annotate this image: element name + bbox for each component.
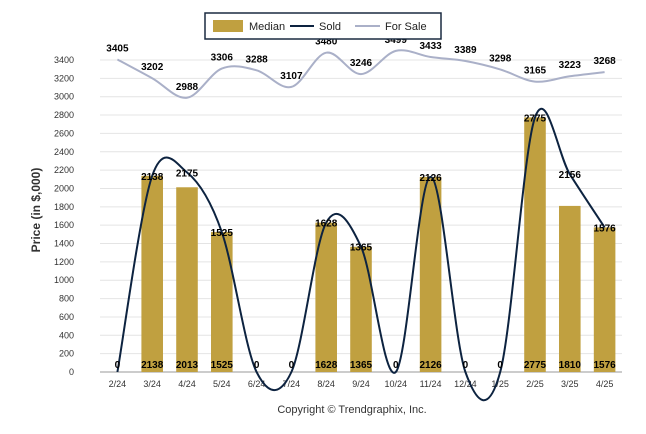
sold-value-label: 0 xyxy=(254,360,260,371)
y-tick-label: 200 xyxy=(59,349,74,359)
median-value-label: 2138 xyxy=(141,360,164,371)
sold-value-label: 0 xyxy=(463,360,469,371)
for-sale-value-label: 3165 xyxy=(524,66,547,77)
series-lines xyxy=(116,49,606,402)
y-tick-label: 2600 xyxy=(54,128,74,138)
median-value-label: 1810 xyxy=(559,360,582,371)
x-tick-label: 8/24 xyxy=(317,379,335,389)
x-tick-label: 2/24 xyxy=(109,379,127,389)
x-tick-label: 6/24 xyxy=(248,379,266,389)
for-sale-value-label: 3480 xyxy=(315,37,338,48)
median-value-label: 1576 xyxy=(593,360,616,371)
y-tick-label: 1400 xyxy=(54,239,74,249)
median-bar xyxy=(315,222,337,372)
for-sale-value-label: 3246 xyxy=(350,58,373,69)
for-sale-value-label: 3306 xyxy=(211,53,234,64)
median-bars xyxy=(141,117,616,373)
sold-value-label: 0 xyxy=(497,360,503,371)
x-tick-label: 12/24 xyxy=(454,379,477,389)
data-labels: 3405 3202 2988 3306 3288 3107 3480 3246 3499 3433… xyxy=(106,35,616,371)
y-tick-label: 600 xyxy=(59,312,74,322)
y-tick-label: 3000 xyxy=(54,92,74,102)
sold-value-label: 1628 xyxy=(315,219,338,230)
y-tick-label: 1200 xyxy=(54,257,74,267)
median-value-label: 2126 xyxy=(419,360,442,371)
sold-value-label: 2175 xyxy=(176,168,199,179)
for-sale-value-label: 2988 xyxy=(176,82,199,93)
y-tick-label: 1800 xyxy=(54,202,74,212)
x-tick-label: 3/24 xyxy=(143,379,161,389)
sold-value-label: 1525 xyxy=(211,228,234,239)
for-sale-value-label: 3389 xyxy=(454,45,477,56)
y-tick-label: 2400 xyxy=(54,147,74,157)
median-value-label: 2775 xyxy=(524,360,547,371)
for-sale-value-label: 3202 xyxy=(141,62,164,73)
x-tick-label: 11/24 xyxy=(420,379,442,389)
x-tick-label: 3/25 xyxy=(561,379,579,389)
for-sale-value-label: 3405 xyxy=(106,44,129,55)
for-sale-value-label: 3499 xyxy=(385,35,408,46)
sold-value-label: 0 xyxy=(289,360,295,371)
for-sale-value-label: 3268 xyxy=(593,56,616,67)
x-tick-label: 4/24 xyxy=(178,379,196,389)
x-tick-label: 2/25 xyxy=(526,379,544,389)
for-sale-value-label: 3298 xyxy=(489,53,512,64)
sold-value-label: 2126 xyxy=(419,173,442,184)
median-bar xyxy=(524,117,546,373)
median-bar xyxy=(211,232,233,372)
median-value-label: 1525 xyxy=(211,360,234,371)
median-value-label: 1628 xyxy=(315,360,338,371)
median-value-label: 2013 xyxy=(176,360,199,371)
x-tick-label: 4/25 xyxy=(596,379,614,389)
median-bar xyxy=(176,187,198,372)
x-tick-label: 9/24 xyxy=(352,379,370,389)
x-tick-label: 5/24 xyxy=(213,379,231,389)
y-tick-label: 0 xyxy=(69,367,74,377)
legend-forsale-label: For Sale xyxy=(385,21,427,33)
x-tick-label: 7/24 xyxy=(283,379,301,389)
y-tick-label: 3400 xyxy=(54,55,74,65)
copyright-credit: Copyright © Trendgraphix, Inc. xyxy=(277,404,426,416)
legend-median-swatch xyxy=(213,20,243,32)
legend-sold-label: Sold xyxy=(319,21,341,33)
y-axis: 0 200 400 600 800 1000 1200 1400 1600 1800 2000 220… xyxy=(54,55,74,377)
y-tick-label: 2800 xyxy=(54,110,74,120)
for-sale-value-label: 3107 xyxy=(280,71,303,82)
y-tick-label: 400 xyxy=(59,330,74,340)
median-bar xyxy=(350,246,372,372)
legend-median-label: Median xyxy=(249,21,285,33)
sold-value-label: 2156 xyxy=(559,170,582,181)
for-sale-line xyxy=(116,49,605,99)
legend-box xyxy=(204,12,442,40)
median-bar xyxy=(593,227,616,372)
y-tick-label: 800 xyxy=(59,294,74,304)
x-axis: 2/24 3/24 4/24 5/24 6/24 7/24 8/24 9/24 10/24 11/… xyxy=(109,379,614,389)
x-tick-label: 1/25 xyxy=(491,379,509,389)
y-tick-label: 1600 xyxy=(54,220,74,230)
y-axis-label: Price (in $,000) xyxy=(29,168,43,253)
sold-value-label: 0 xyxy=(115,360,121,371)
y-tick-label: 2200 xyxy=(54,165,74,175)
sold-value-label: 2775 xyxy=(524,113,547,124)
y-tick-label: 3200 xyxy=(54,73,74,83)
y-tick-label: 2000 xyxy=(54,183,74,193)
legend: Median Sold For Sale xyxy=(204,12,442,40)
sold-value-label: 0 xyxy=(393,360,399,371)
for-sale-value-label: 3433 xyxy=(419,41,442,52)
for-sale-value-label: 3288 xyxy=(245,54,268,65)
y-tick-label: 1000 xyxy=(54,275,74,285)
median-bar xyxy=(141,175,163,372)
sold-value-label: 1576 xyxy=(593,223,616,234)
sold-value-label: 2138 xyxy=(141,172,164,183)
median-bar xyxy=(419,176,442,372)
x-tick-label: 10/24 xyxy=(385,379,408,389)
sold-value-label: 1365 xyxy=(350,243,373,254)
median-value-label: 1365 xyxy=(350,360,373,371)
for-sale-value-label: 3223 xyxy=(559,60,582,71)
median-bar xyxy=(559,205,581,372)
sold-line xyxy=(116,107,606,402)
